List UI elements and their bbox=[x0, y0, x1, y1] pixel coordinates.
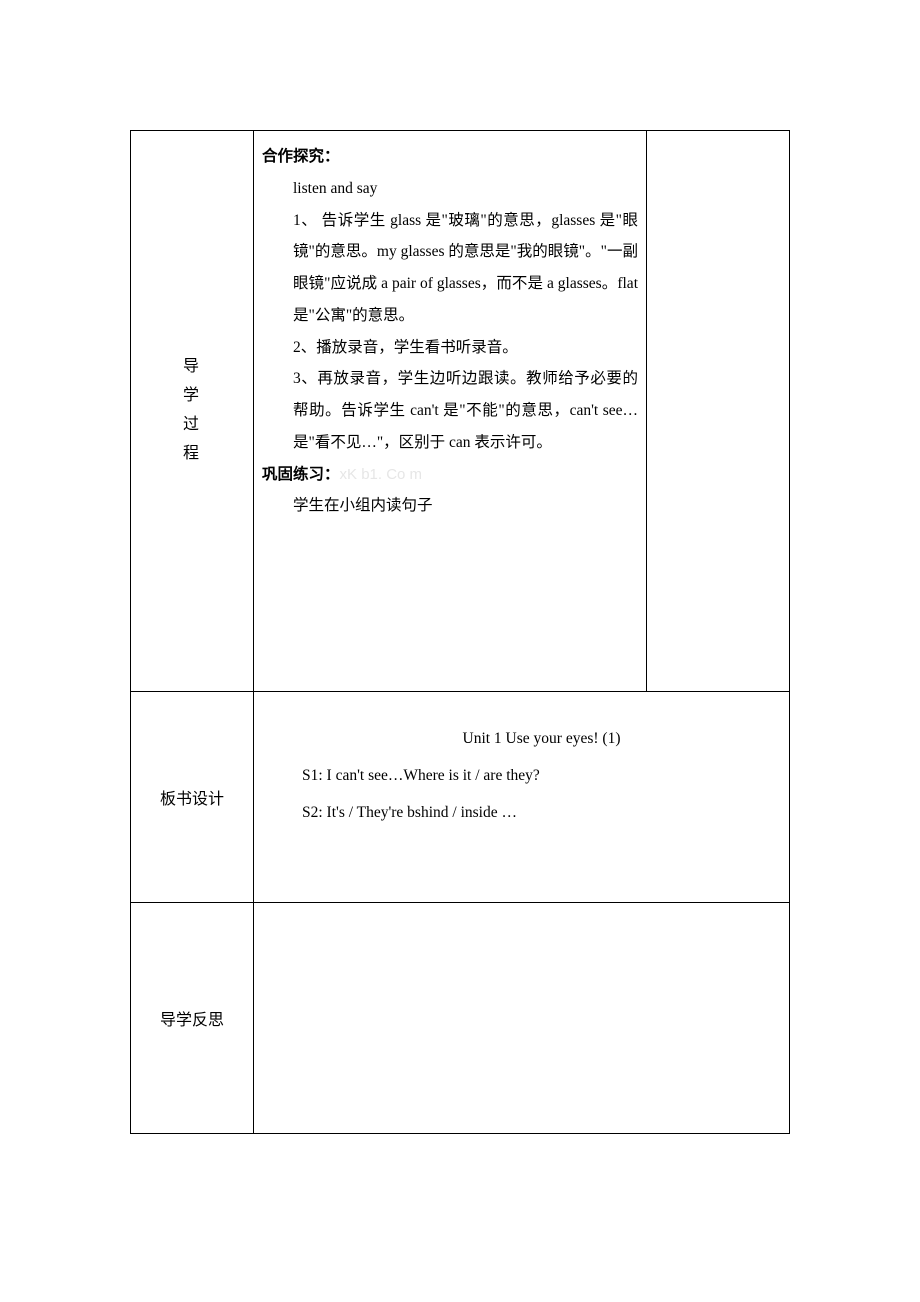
line-listen-say: listen and say bbox=[262, 173, 638, 205]
process-content-cell: 合作探究： listen and say 1、 告诉学生 glass 是"玻璃"… bbox=[254, 131, 647, 692]
lesson-table: 导 学 过 程 合作探究： listen and say 1、 告诉学生 gla… bbox=[130, 130, 790, 1134]
board-content: Unit 1 Use your eyes! (1) S1: I can't se… bbox=[262, 702, 781, 832]
paragraph-1: 1、 告诉学生 glass 是"玻璃"的意思，glasses 是"眼镜"的意思。… bbox=[262, 205, 638, 332]
document-page: 导 学 过 程 合作探究： listen and say 1、 告诉学生 gla… bbox=[0, 0, 920, 1302]
reflection-label-cell: 导学反思 bbox=[131, 903, 254, 1134]
board-line-3: S2: It's / They're bshind / inside … bbox=[302, 794, 781, 831]
board-label: 板书设计 bbox=[160, 791, 224, 808]
board-line-1: Unit 1 Use your eyes! (1) bbox=[302, 720, 781, 757]
label-char: 程 bbox=[183, 440, 201, 469]
reflection-label: 导学反思 bbox=[160, 1012, 224, 1029]
paragraph-2: 2、播放录音，学生看书听录音。 bbox=[262, 332, 638, 364]
board-label-cell: 板书设计 bbox=[131, 692, 254, 903]
heading-cooperative: 合作探究： bbox=[262, 141, 638, 173]
process-side-cell bbox=[647, 131, 790, 692]
process-label: 导 学 过 程 bbox=[132, 353, 252, 468]
paragraph-3: 3、再放录音，学生边听边跟读。教师给予必要的帮助。告诉学生 can't 是"不能… bbox=[262, 363, 638, 458]
label-char: 导 bbox=[183, 353, 201, 382]
label-char: 过 bbox=[183, 411, 201, 440]
board-content-cell: Unit 1 Use your eyes! (1) S1: I can't se… bbox=[254, 692, 790, 903]
board-line-2: S1: I can't see…Where is it / are they? bbox=[302, 757, 781, 794]
heading-practice: 巩固练习：xK b1. Co m bbox=[262, 459, 638, 491]
heading-practice-text: 巩固练习： bbox=[262, 466, 340, 483]
label-char: 学 bbox=[183, 382, 201, 411]
reflection-content-cell bbox=[254, 903, 790, 1134]
process-label-cell: 导 学 过 程 bbox=[131, 131, 254, 692]
board-design-row: 板书设计 Unit 1 Use your eyes! (1) S1: I can… bbox=[131, 692, 790, 903]
reflection-row: 导学反思 bbox=[131, 903, 790, 1134]
paragraph-4: 学生在小组内读句子 bbox=[262, 490, 638, 522]
watermark-text: xK b1. Co m bbox=[340, 466, 423, 483]
process-row: 导 学 过 程 合作探究： listen and say 1、 告诉学生 gla… bbox=[131, 131, 790, 692]
